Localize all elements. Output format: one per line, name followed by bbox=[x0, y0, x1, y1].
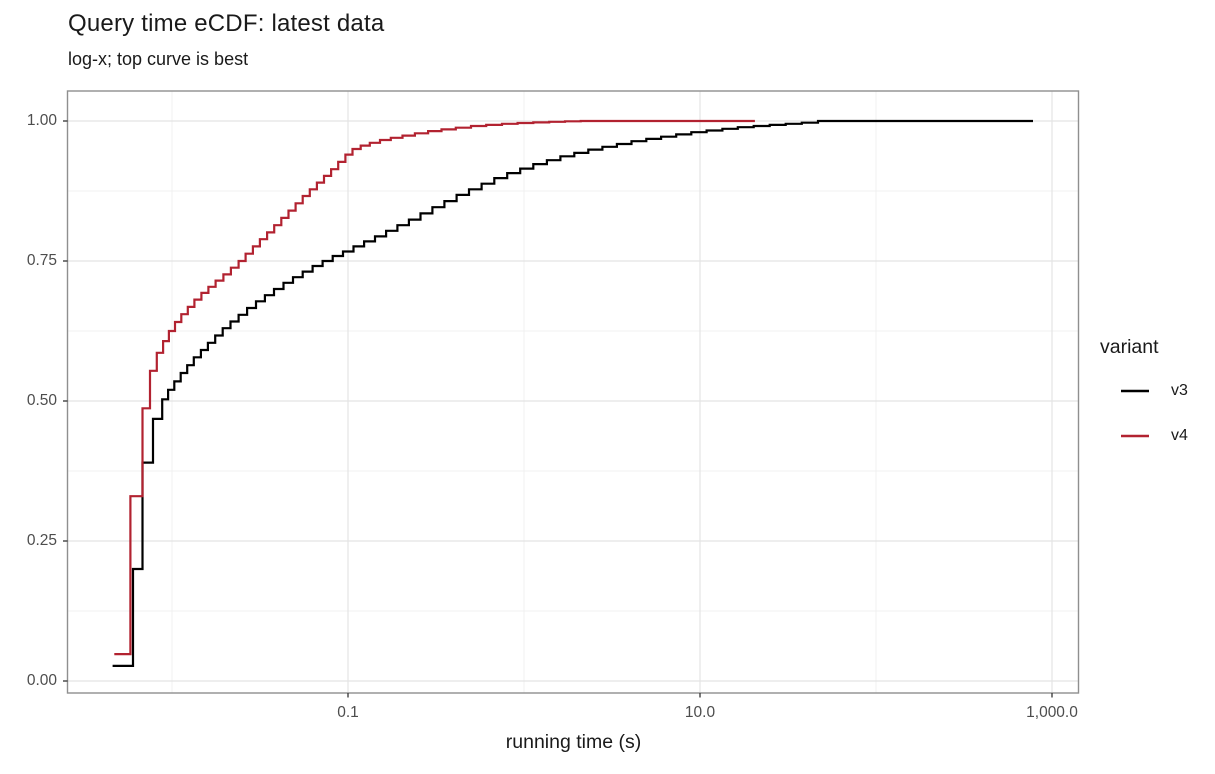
x-tick-label: 1,000.0 bbox=[1026, 704, 1078, 721]
legend: variant v3 v4 bbox=[1100, 336, 1188, 469]
legend-key-v4 bbox=[1121, 434, 1149, 438]
y-tick-label: 0.50 bbox=[26, 392, 57, 409]
x-axis-title: running time (s) bbox=[505, 731, 642, 753]
legend-title: variant bbox=[1100, 336, 1159, 358]
y-tick-label: 0.00 bbox=[26, 672, 57, 689]
plot-subtitle: log-x; top curve is best bbox=[68, 49, 249, 69]
y-tick-label: 0.75 bbox=[26, 252, 57, 269]
y-tick-label: 0.25 bbox=[26, 532, 57, 549]
legend-entry-v4: v4 bbox=[1120, 424, 1188, 448]
legend-label-v3: v3 bbox=[1171, 382, 1188, 399]
x-tick-label: 10.0 bbox=[684, 704, 716, 721]
legend-key-v3 bbox=[1121, 389, 1149, 393]
y-tick-label: 1.00 bbox=[26, 112, 57, 129]
x-tick-label: 0.1 bbox=[337, 704, 359, 721]
panel-border bbox=[66, 90, 1080, 694]
ecdf-curve-v3 bbox=[112, 119, 1033, 667]
plot-title: Query time eCDF: latest data bbox=[68, 10, 385, 37]
ecdf-curve-v4 bbox=[114, 119, 755, 656]
legend-label-v4: v4 bbox=[1171, 427, 1188, 444]
legend-entry-v3: v3 bbox=[1120, 379, 1188, 403]
